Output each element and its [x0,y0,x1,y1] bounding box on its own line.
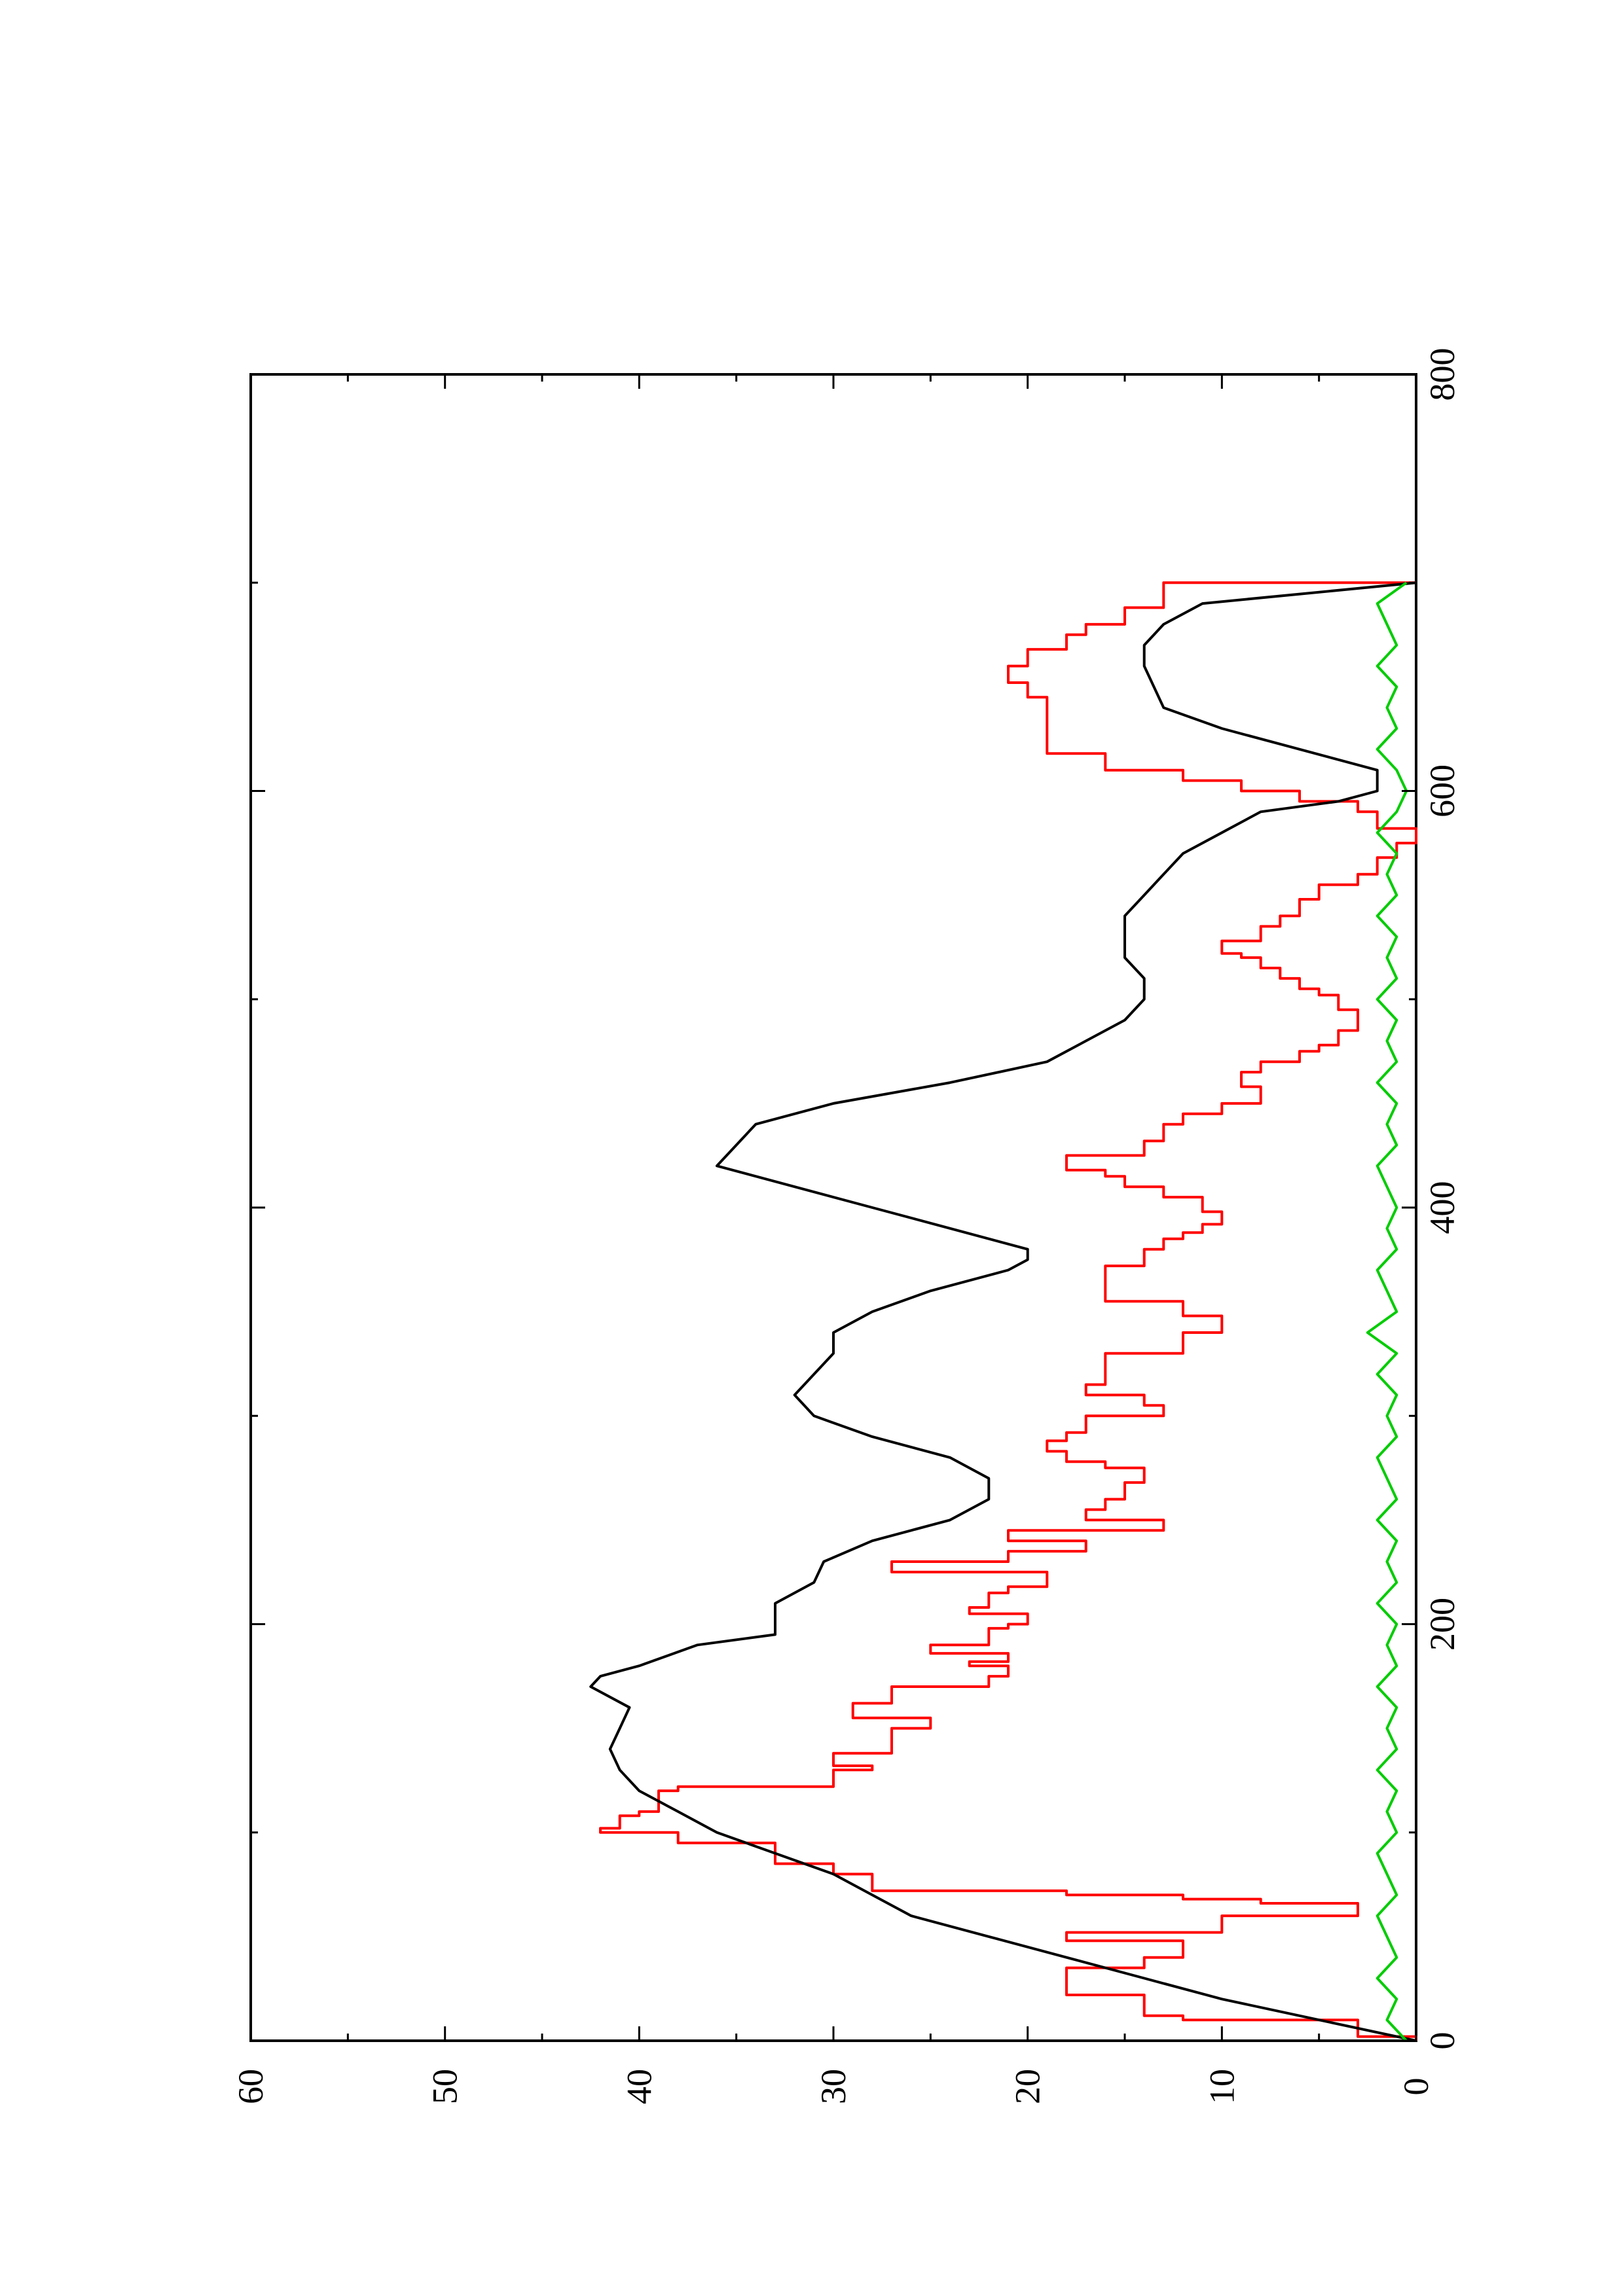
x-tick-label: 200 [1423,1598,1462,1651]
series-1-line [599,581,1417,2041]
series-2-line [589,581,1417,2042]
tick-labels: 0 200 400 600 800 0 10 20 30 40 50 60 [231,348,1462,2105]
y-tick-label: 10 [1202,2069,1241,2104]
y-tick-label: 30 [814,2069,853,2104]
y-tick-label: 0 [1396,2078,1436,2096]
x-tick-label: 600 [1423,764,1462,817]
series-layer [589,581,1417,2042]
x-tick-label: 400 [1423,1181,1462,1234]
series-3-line [1366,581,1408,2042]
y-tick-label: 50 [426,2069,465,2104]
y-tick-label: 20 [1008,2069,1048,2104]
x-tick-label: 0 [1423,2032,1462,2050]
plot-frame [249,373,1417,2042]
x-tick-label: 800 [1423,348,1462,401]
plot-area [249,373,1417,2042]
y-tick-label: 40 [619,2069,659,2104]
y-tick-label: 60 [231,2069,270,2104]
tick-layer [249,373,1417,2042]
